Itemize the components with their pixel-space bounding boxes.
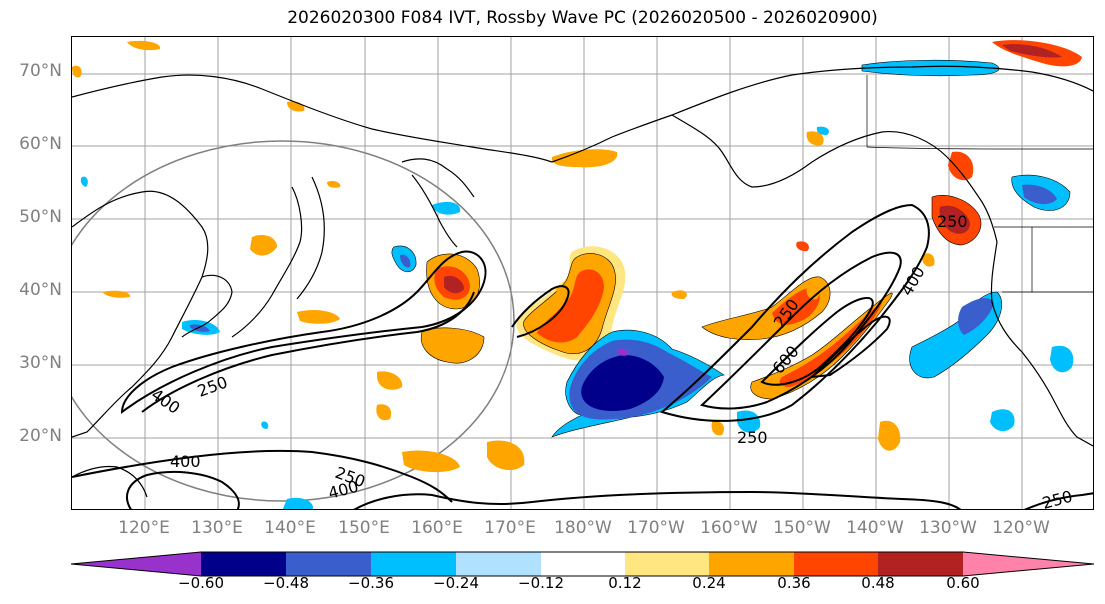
colorbar-tick-label: −0.24 <box>433 574 479 592</box>
lat-label: 20°N <box>19 426 62 446</box>
colorbar-extend-low <box>71 552 201 576</box>
colorbar-segment <box>625 552 709 576</box>
colorbar-tick-label: 0.48 <box>861 574 895 592</box>
colorbar-segment <box>286 552 371 576</box>
contour-label: 250 <box>737 428 768 447</box>
lon-label: 140°W <box>846 518 904 538</box>
map-panel: 250 400 400 250 250 400 250 600 400 250 … <box>71 36 1094 510</box>
lat-label: 40°N <box>19 280 62 300</box>
lon-label: 150°E <box>338 518 390 538</box>
contour-label: 250 <box>937 212 968 231</box>
colorbar-tick-label: 0.60 <box>946 574 980 592</box>
lon-label: 170°E <box>484 518 536 538</box>
ivt-contours <box>72 203 1093 509</box>
colorbar-tick-label: −0.12 <box>518 574 564 592</box>
coastlines <box>72 65 1093 498</box>
contour-label: 400 <box>326 477 360 503</box>
colorbar-segment <box>709 552 794 576</box>
colorbar-extend-high <box>963 552 1094 576</box>
political-borders <box>866 75 1093 293</box>
lon-label: 140°E <box>264 518 316 538</box>
lat-label: 60°N <box>19 134 62 154</box>
colorbar-segment <box>201 552 286 576</box>
colorbar-tick-label: 0.36 <box>777 574 811 592</box>
lon-label: 160°W <box>700 518 758 538</box>
contour-labels: 250 400 400 250 250 400 250 600 400 250 … <box>148 212 1075 510</box>
colorbar-tick-label: −0.36 <box>348 574 394 592</box>
lon-label: 160°E <box>411 518 463 538</box>
colorbar <box>71 551 1094 577</box>
lat-label: 30°N <box>19 353 62 373</box>
lon-label: 130°E <box>191 518 243 538</box>
lon-label: 120°W <box>992 518 1050 538</box>
contour-label: 400 <box>897 263 929 299</box>
colorbar-segment <box>371 552 456 576</box>
map-title: 2026020300 F084 IVT, Rossby Wave PC (202… <box>287 8 878 28</box>
ivt-shading <box>72 40 1082 509</box>
lon-label: 170°W <box>627 518 685 538</box>
contour-label: 250 <box>195 372 230 400</box>
colorbar-tick-label: −0.60 <box>178 574 224 592</box>
colorbar-tick-label: 0.12 <box>608 574 642 592</box>
colorbar-segment <box>794 552 878 576</box>
colorbar-tick-label: 0.24 <box>692 574 726 592</box>
lat-label: 70°N <box>19 61 62 81</box>
colorbar-segment <box>456 552 541 576</box>
lat-label: 50°N <box>19 207 62 227</box>
contour-label: 250 <box>1040 487 1074 510</box>
lon-label: 120°E <box>118 518 170 538</box>
colorbar-segment <box>541 552 625 576</box>
colorbar-tick-label: −0.48 <box>263 574 309 592</box>
contour-label: 400 <box>170 452 201 471</box>
colorbar-segment <box>878 552 963 576</box>
map-canvas: 250 400 400 250 250 400 250 600 400 250 … <box>72 37 1093 510</box>
lon-label: 180°W <box>554 518 612 538</box>
rossby-radius-circle <box>72 140 515 502</box>
lon-label: 130°W <box>919 518 977 538</box>
lon-label: 150°W <box>773 518 831 538</box>
